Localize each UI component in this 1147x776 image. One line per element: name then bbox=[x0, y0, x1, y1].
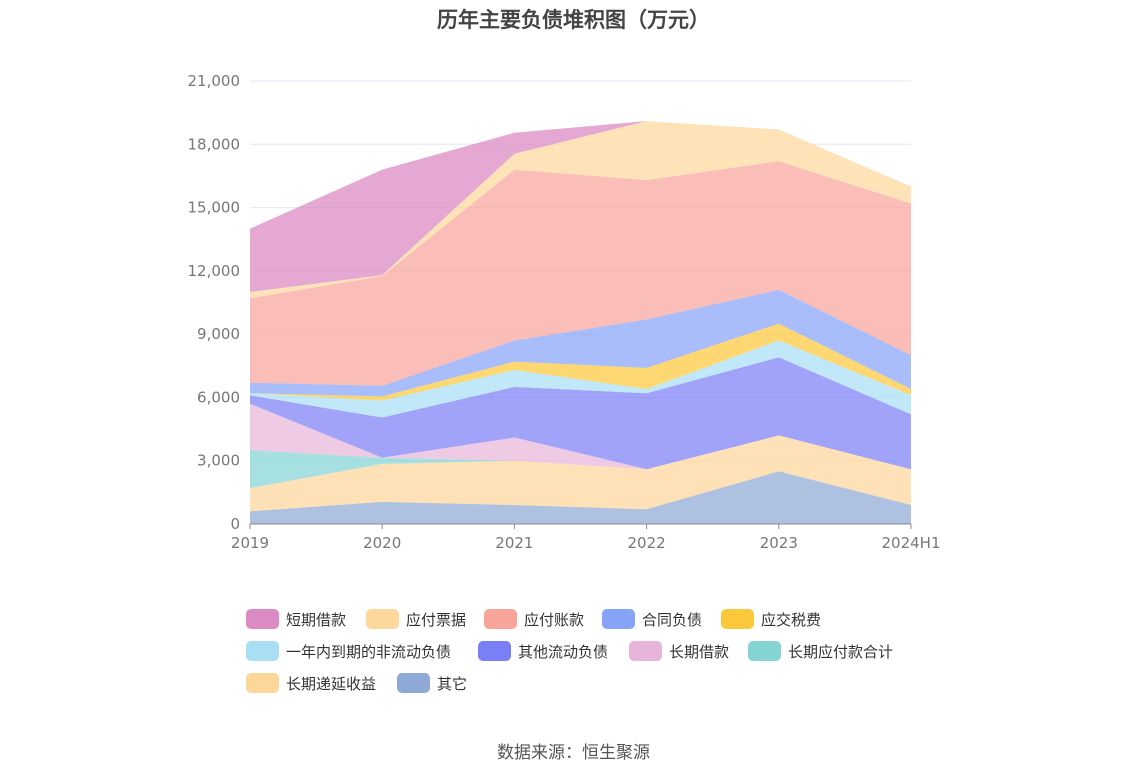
area-series-1 bbox=[250, 435, 911, 512]
legend-item-1[interactable]: 应付票据 bbox=[366, 608, 466, 630]
legend-item-6[interactable]: 其他流动负债 bbox=[478, 640, 608, 662]
legend-label: 长期应付款合计 bbox=[788, 642, 894, 661]
legend-item-3[interactable]: 合同负债 bbox=[602, 608, 702, 630]
y-tick-label: 0 bbox=[230, 515, 240, 533]
area-series-4 bbox=[250, 357, 911, 470]
area-series-7 bbox=[250, 289, 911, 397]
legend-swatch bbox=[484, 609, 517, 629]
legend-item-7[interactable]: 长期借款 bbox=[629, 640, 729, 662]
legend-label: 合同负债 bbox=[642, 610, 703, 629]
legend-label: 应交税费 bbox=[761, 610, 822, 629]
y-tick-label: 15,000 bbox=[188, 199, 241, 217]
y-tick-label: 3,000 bbox=[197, 452, 240, 470]
legend-label: 其他流动负债 bbox=[518, 642, 609, 661]
area-series-3 bbox=[250, 403, 911, 470]
x-tick-label: 2024H1 bbox=[882, 534, 941, 552]
y-tick-label: 9,000 bbox=[197, 325, 240, 343]
area-series-2 bbox=[250, 435, 911, 489]
area-series-6 bbox=[250, 323, 911, 401]
legend-item-4[interactable]: 应交税费 bbox=[721, 608, 821, 630]
legend-label: 应付账款 bbox=[524, 610, 585, 629]
y-tick-label: 12,000 bbox=[188, 262, 241, 280]
data-source: 数据来源：恒生聚源 bbox=[497, 743, 650, 763]
legend-swatch bbox=[748, 641, 781, 661]
legend-swatch bbox=[629, 641, 662, 661]
x-tick-label: 2019 bbox=[231, 534, 269, 552]
x-tick-label: 2020 bbox=[363, 534, 401, 552]
y-tick-label: 21,000 bbox=[188, 72, 241, 90]
legend-label: 长期递延收益 bbox=[286, 674, 377, 693]
legend-item-0[interactable]: 短期借款 bbox=[246, 608, 346, 630]
x-tick-label: 2022 bbox=[628, 534, 666, 552]
legend-label: 其它 bbox=[437, 674, 468, 693]
legend-label: 长期借款 bbox=[669, 642, 730, 661]
legend-swatch bbox=[246, 641, 279, 661]
stacked-area-chart: 0 3,000 6,000 9,000 12,000 15,000 18,000 21,000… bbox=[188, 72, 941, 552]
legend-label: 应付票据 bbox=[406, 610, 467, 629]
x-tick-label: 2021 bbox=[495, 534, 533, 552]
area-series-10 bbox=[250, 121, 911, 292]
legend-swatch bbox=[366, 609, 399, 629]
legend-item-2[interactable]: 应付账款 bbox=[484, 608, 584, 630]
legend-item-5[interactable]: 一年内到期的非流动负债 bbox=[246, 640, 451, 662]
y-tick-label: 18,000 bbox=[188, 135, 241, 153]
legend-item-10[interactable]: 其它 bbox=[397, 672, 467, 694]
area-series-8 bbox=[250, 161, 911, 386]
legend-swatch bbox=[246, 673, 279, 693]
legend-swatch bbox=[478, 641, 511, 661]
area-series-5 bbox=[250, 340, 911, 418]
legend-label: 一年内到期的非流动负债 bbox=[286, 642, 452, 661]
x-tick-label: 2023 bbox=[760, 534, 798, 552]
legend-label: 短期借款 bbox=[286, 610, 347, 629]
area-series-0 bbox=[250, 471, 911, 524]
chart-title: 历年主要负债堆积图（万元） bbox=[437, 8, 710, 32]
area-series-9 bbox=[250, 121, 911, 299]
y-tick-label: 6,000 bbox=[197, 388, 240, 406]
legend-swatch bbox=[602, 609, 635, 629]
legend-item-8[interactable]: 长期应付款合计 bbox=[748, 640, 893, 662]
legend-swatch bbox=[246, 609, 279, 629]
legend-item-9[interactable]: 长期递延收益 bbox=[246, 672, 376, 694]
legend-swatch bbox=[721, 609, 754, 629]
legend-swatch bbox=[397, 673, 430, 693]
